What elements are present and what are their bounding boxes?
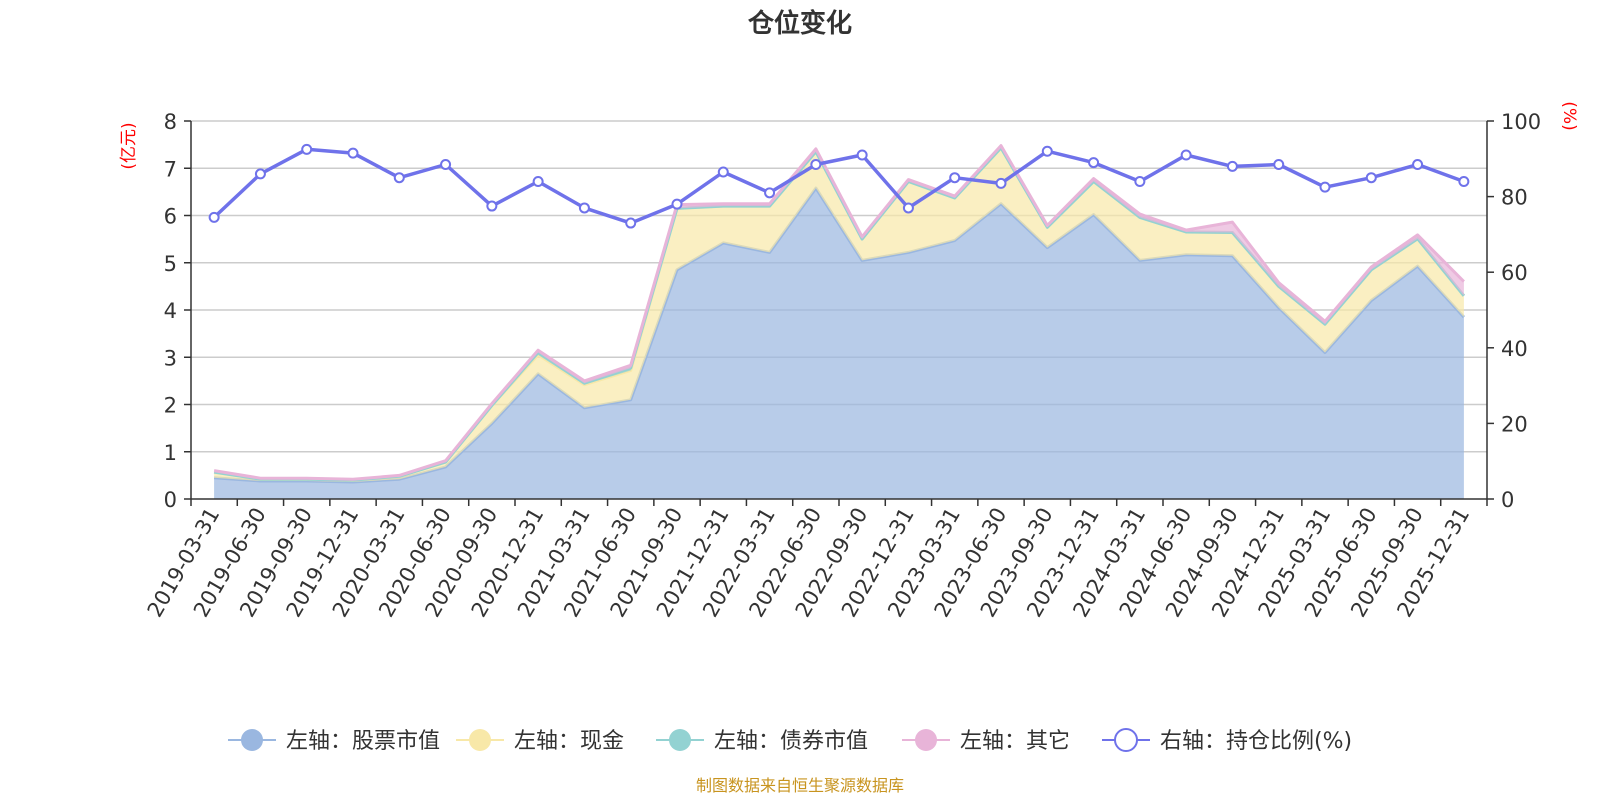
right-tick-label: 60 [1501,261,1528,285]
source-note: 制图数据来自恒生聚源数据库 [696,776,904,795]
area-现金 [214,147,1464,482]
stacked-areas [213,144,1466,499]
ratio-point [1319,181,1331,193]
right-axis-unit: (%) [1559,101,1579,130]
legend-marker [241,729,263,751]
ratio-point [301,143,313,155]
ratio-point [625,217,637,229]
ratio-point [902,202,914,214]
right-tick-label: 100 [1501,110,1541,134]
ratio-point [347,147,359,159]
ratio-point [1088,157,1100,169]
left-tick-label: 7 [164,157,177,181]
ratio-point [1041,145,1053,157]
ratio-point [393,172,405,184]
ratio-point [254,168,266,180]
left-axis-ticks: 0 1 2 3 4 5 6 7 8 [164,110,191,512]
legend-label: 左轴：其它 [960,729,1070,754]
ratio-line [212,147,1465,225]
area-line-其它 [213,144,1465,481]
ratio-point [1226,160,1238,172]
ratio-line-series [208,143,1470,229]
chart-title: 仓位变化 [747,8,852,39]
ratio-point [532,175,544,187]
right-tick-label: 20 [1501,412,1528,436]
ratio-point [208,211,220,223]
left-tick-label: 1 [164,441,177,465]
left-axis-unit: (亿元) [119,122,139,169]
x-axis-ticks: 2019-03-312019-06-302019-09-302019-12-31… [143,499,1488,621]
ratio-point [764,187,776,199]
ratio-point [1365,172,1377,184]
legend: 左轴：股票市值 左轴：现金 左轴：债券市值 左轴：其它 右轴：持仓比例(%) [228,728,1352,754]
right-tick-label: 40 [1501,337,1528,361]
legend-marker [469,729,491,751]
ratio-point [578,202,590,214]
area-股票市值 [214,188,1464,499]
legend-marker [669,729,691,751]
ratio-point [1412,158,1424,170]
ratio-point [671,198,683,210]
ratio-point [1273,158,1285,170]
ratio-point [1180,149,1192,161]
ratio-point [949,172,961,184]
right-tick-label: 80 [1501,186,1528,210]
legend-label: 左轴：现金 [514,729,624,754]
legend-label: 右轴：持仓比例(%) [1160,729,1352,754]
ratio-point [440,158,452,170]
ratio-point [1458,175,1470,187]
ratio-point [995,177,1007,189]
ratio-point [1134,175,1146,187]
legend-marker [1114,728,1138,752]
ratio-point [717,166,729,178]
ratio-point [486,200,498,212]
left-tick-label: 8 [164,110,177,134]
legend-marker [915,729,937,751]
ratio-point [856,149,868,161]
left-tick-label: 6 [164,205,177,229]
right-tick-label: 0 [1501,488,1514,512]
legend-label: 左轴：股票市值 [286,729,440,754]
legend-label: 左轴：债券市值 [714,729,868,754]
ratio-point [810,158,822,170]
left-tick-label: 2 [164,394,177,418]
left-tick-label: 4 [164,299,177,323]
left-tick-label: 5 [164,252,177,276]
left-tick-label: 3 [164,346,177,370]
left-tick-label: 0 [164,488,177,512]
right-axis-ticks: 0 20 40 60 80 100 [1487,110,1541,512]
